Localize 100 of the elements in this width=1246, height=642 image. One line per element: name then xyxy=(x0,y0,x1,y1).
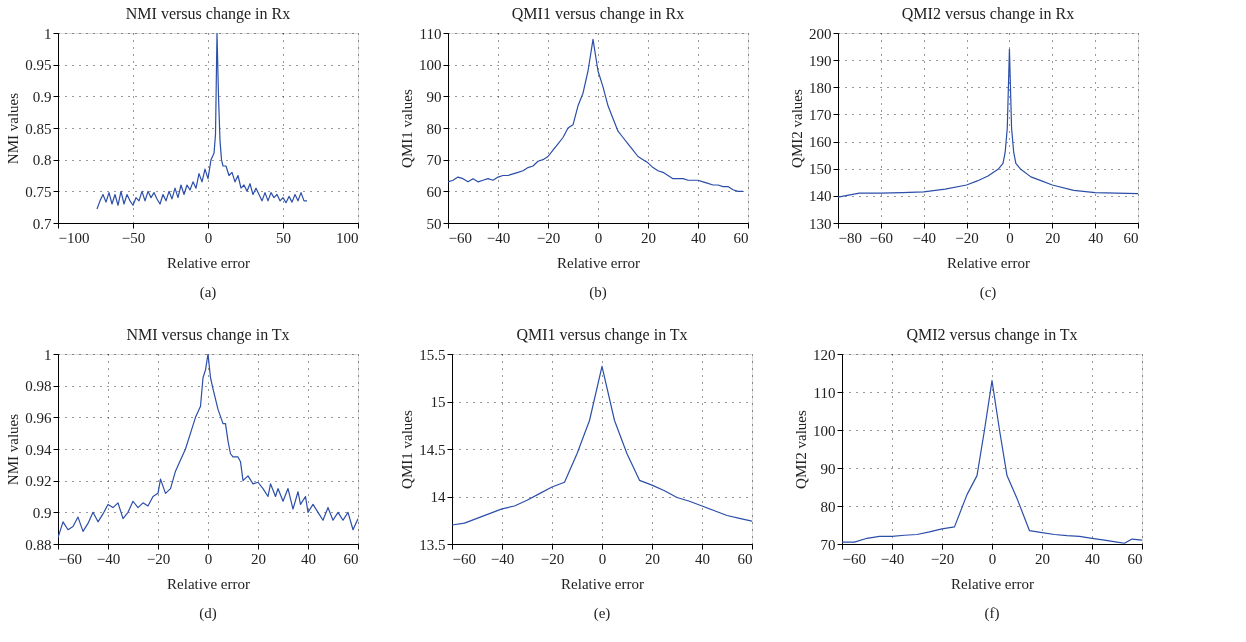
chart-title: QMI2 versus change in Rx xyxy=(901,5,1075,23)
text: (e) xyxy=(593,605,611,622)
text: (d) xyxy=(199,605,217,622)
x-tick-label: 0 xyxy=(204,229,213,246)
y-tick-label: 0.9 xyxy=(32,88,52,105)
y-axis-title: NMI values xyxy=(5,413,22,486)
y-tick-label: 110 xyxy=(813,384,836,401)
y-tick-label: 0.88 xyxy=(25,536,52,553)
y-axis-title: QMI2 values xyxy=(793,409,809,489)
chart-title: QMI2 versus change in Tx xyxy=(906,326,1078,344)
x-tick-label: 40 xyxy=(1088,229,1104,246)
y-tick-label: 0.9 xyxy=(32,504,52,521)
y-tick-label: 130 xyxy=(809,215,832,232)
y-tick-label: 0.92 xyxy=(25,473,52,490)
x-tick-label: 20 xyxy=(1045,229,1061,246)
x-tick-label: −40 xyxy=(912,229,936,246)
y-tick-label: 120 xyxy=(813,346,836,363)
y-tick-label: 70 xyxy=(820,536,836,553)
x-tick-label: 20 xyxy=(1035,550,1050,567)
y-tick-label: 100 xyxy=(813,422,836,439)
x-tick-label: 0 xyxy=(204,550,213,567)
x-tick-label: 20 xyxy=(645,550,660,567)
y-tick-label: 0.85 xyxy=(25,120,52,137)
x-tick-label: 60 xyxy=(737,550,753,567)
y-tick-label: 0.8 xyxy=(32,152,52,169)
y-tick-label: 0.95 xyxy=(25,57,52,74)
y-axis-title: QMI1 values xyxy=(399,409,416,489)
x-tick-label: −40 xyxy=(490,550,515,567)
x-tick-label: −60 xyxy=(58,550,82,567)
y-tick-label: 80 xyxy=(820,498,836,515)
y-tick-label: 80 xyxy=(426,120,442,137)
y-tick-label: 1 xyxy=(44,346,52,363)
chart-title: QMI1 versus change in Rx xyxy=(511,5,685,23)
x-tick-label: 60 xyxy=(733,229,749,246)
y-tick-label: 70 xyxy=(426,152,442,169)
y-tick-label: 15 xyxy=(430,394,446,410)
x-tick-label: 20 xyxy=(251,550,266,567)
x-tick-label: −100 xyxy=(58,229,90,246)
y-tick-label: 15.5 xyxy=(419,346,446,363)
text: (c) xyxy=(979,284,997,301)
chart-title: QMI1 versus change in Tx xyxy=(516,326,688,344)
line-series xyxy=(452,365,752,526)
y-tick-label: 60 xyxy=(426,183,442,200)
x-tick-label: −20 xyxy=(955,229,979,246)
chart-title: NMI versus change in Rx xyxy=(125,5,291,23)
y-tick-label: 190 xyxy=(809,52,832,69)
x-tick-label: −40 xyxy=(96,550,121,567)
y-axis-title: QMI1 values xyxy=(399,88,415,168)
y-tick-label: 100 xyxy=(419,57,442,74)
x-tick-label: −20 xyxy=(536,229,561,246)
x-axis-title: Relative error xyxy=(947,254,1030,271)
x-tick-label: 0 xyxy=(598,550,607,567)
text: (a) xyxy=(199,284,217,301)
x-tick-label: −80 xyxy=(838,229,862,246)
text: (f) xyxy=(984,605,1000,622)
y-tick-label: 170 xyxy=(809,106,832,123)
x-tick-label: 0 xyxy=(1006,229,1014,246)
y-tick-label: 90 xyxy=(820,460,836,477)
y-tick-label: 200 xyxy=(809,25,832,42)
x-tick-label: 60 xyxy=(1127,550,1143,567)
y-tick-label: 13.5 xyxy=(419,536,446,553)
x-axis-title: Relative error xyxy=(951,575,1034,592)
x-tick-label: 40 xyxy=(691,229,706,246)
y-tick-label: 110 xyxy=(419,25,442,42)
y-tick-label: 150 xyxy=(809,161,832,178)
y-tick-label: 14.5 xyxy=(419,441,446,458)
x-tick-label: 0 xyxy=(594,229,603,246)
x-tick-label: −60 xyxy=(448,229,472,246)
x-tick-label: −40 xyxy=(486,229,511,246)
x-tick-label: −60 xyxy=(869,229,894,246)
y-axis-title: QMI2 values xyxy=(789,88,805,168)
x-tick-label: 50 xyxy=(276,229,291,246)
y-tick-label: 1 xyxy=(44,25,52,42)
x-axis-title: Relative error xyxy=(167,575,250,592)
y-tick-label: 90 xyxy=(426,88,442,105)
y-tick-label: 0.94 xyxy=(25,441,52,458)
y-tick-label: 160 xyxy=(809,134,832,151)
x-tick-label: 40 xyxy=(1085,550,1100,567)
text: (b) xyxy=(589,284,607,301)
y-axis-title: NMI values xyxy=(5,92,22,165)
x-tick-label: −40 xyxy=(880,550,905,567)
x-axis-title: Relative error xyxy=(561,575,644,592)
x-tick-label: 60 xyxy=(1123,229,1139,246)
x-tick-label: 60 xyxy=(343,550,359,567)
x-tick-label: −20 xyxy=(146,550,171,567)
y-tick-label: 0.7 xyxy=(32,215,52,232)
x-tick-label: −20 xyxy=(930,550,955,567)
line-series xyxy=(838,48,1138,198)
x-tick-label: 20 xyxy=(641,229,656,246)
x-tick-label: −60 xyxy=(842,550,866,567)
x-tick-label: −60 xyxy=(452,550,476,567)
x-tick-label: −20 xyxy=(540,550,565,567)
x-axis-title: Relative error xyxy=(167,254,250,271)
x-tick-label: 40 xyxy=(695,550,710,567)
y-tick-label: 140 xyxy=(809,188,832,205)
y-tick-label: 0.98 xyxy=(25,378,52,395)
y-tick-label: 0.75 xyxy=(25,183,52,200)
line-series xyxy=(96,33,308,210)
x-tick-label: 100 xyxy=(336,229,359,246)
x-tick-label: 40 xyxy=(301,550,316,567)
